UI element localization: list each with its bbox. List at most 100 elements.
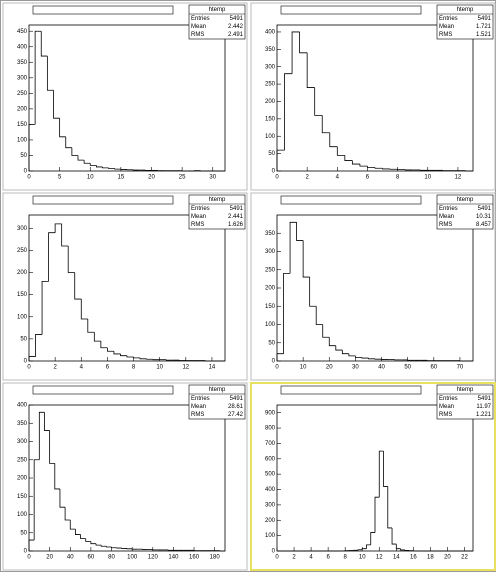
y-tick-label: 200 bbox=[17, 476, 28, 482]
histogram-bin bbox=[284, 73, 293, 151]
histogram-bin bbox=[322, 324, 330, 338]
y-tick-label: 350 bbox=[17, 60, 28, 66]
pad: 0 50 100 150 200 250 300 350 400 450 0 5 10 15 20 25 30 h… bbox=[2, 2, 248, 191]
histogram-bin bbox=[391, 527, 397, 545]
histogram-bin bbox=[370, 532, 375, 545]
pad: 0 50 100 150 200 250 300 350 0 10 20 30 40 50 60 70 htem… bbox=[250, 192, 496, 381]
y-tick-label: 250 bbox=[17, 457, 28, 463]
pad: 0 50 100 150 200 250 300 0 2 4 6 8 10 12 14 htemp Entrie… bbox=[2, 192, 248, 381]
x-tick-label: 8 bbox=[344, 555, 348, 561]
stats-label: RMS bbox=[191, 222, 204, 228]
x-tick-label: 20 bbox=[326, 365, 333, 371]
stats-box bbox=[188, 384, 246, 420]
y-tick-label: 350 bbox=[17, 421, 28, 427]
histogram-bin bbox=[114, 168, 121, 170]
x-tick-label: 140 bbox=[168, 555, 179, 561]
stats-label: RMS bbox=[191, 32, 204, 38]
histogram-bin bbox=[46, 56, 54, 91]
histogram-bin bbox=[367, 166, 375, 168]
x-tick-label: 20 bbox=[444, 555, 451, 561]
x-tick-label: 0 bbox=[275, 175, 279, 181]
y-tick-label: 200 bbox=[265, 518, 276, 524]
histogram-bin bbox=[64, 507, 71, 521]
y-tick-label: 900 bbox=[265, 410, 276, 416]
y-tick-label: 400 bbox=[17, 403, 28, 409]
histogram-bin bbox=[395, 544, 401, 550]
y-tick-label: 200 bbox=[17, 270, 28, 276]
histogram-bin bbox=[276, 353, 284, 361]
stats-box bbox=[436, 194, 494, 230]
histogram-bin bbox=[108, 167, 115, 169]
y-tick-label: 100 bbox=[17, 138, 28, 144]
title-box bbox=[32, 195, 174, 205]
histogram-bin bbox=[40, 31, 48, 57]
histogram-bin bbox=[107, 347, 114, 352]
y-tick-label: 50 bbox=[20, 153, 27, 159]
stats-name: htemp bbox=[209, 387, 226, 393]
y-tick-label: 50 bbox=[20, 530, 27, 536]
y-tick-label: 150 bbox=[17, 292, 28, 298]
histogram-bin bbox=[296, 222, 304, 241]
x-tick-label: 40 bbox=[378, 365, 385, 371]
histogram-bin bbox=[306, 52, 315, 88]
histogram-bin bbox=[378, 450, 384, 498]
stats-value: 28.61 bbox=[228, 404, 244, 410]
stats-label: Mean bbox=[439, 24, 454, 30]
stats-label: RMS bbox=[439, 412, 452, 418]
histogram-bin bbox=[366, 544, 371, 549]
pad: 0 100 200 300 400 500 600 700 800 900 0 2 4 6 8 10 12 14 1… bbox=[250, 382, 496, 571]
histogram-bin bbox=[69, 519, 76, 530]
stats-value: 5491 bbox=[230, 396, 244, 402]
y-tick-label: 200 bbox=[265, 99, 276, 105]
y-tick-label: 350 bbox=[265, 47, 276, 53]
histogram-bin bbox=[348, 353, 356, 357]
x-tick-label: 12 bbox=[376, 555, 383, 561]
y-tick-label: 100 bbox=[17, 512, 28, 518]
y-tick-label: 0 bbox=[24, 169, 28, 175]
y-tick-label: 300 bbox=[265, 249, 276, 255]
x-tick-label: 50 bbox=[404, 365, 411, 371]
histogram-bin bbox=[67, 245, 75, 273]
stats-value: 5491 bbox=[230, 206, 244, 212]
histogram-bin bbox=[133, 357, 141, 359]
histogram-bin bbox=[74, 272, 82, 300]
y-tick-label: 300 bbox=[265, 64, 276, 70]
y-tick-label: 300 bbox=[265, 502, 276, 508]
histogram-bin bbox=[315, 306, 323, 325]
y-tick-label: 400 bbox=[17, 44, 28, 50]
y-tick-label: 700 bbox=[265, 441, 276, 447]
histogram-bin bbox=[61, 223, 69, 247]
histogram-bin bbox=[374, 167, 383, 169]
histogram-bin bbox=[368, 358, 375, 360]
histogram-bin bbox=[28, 124, 36, 171]
stats-box bbox=[188, 194, 246, 230]
histogram-bin bbox=[336, 146, 345, 156]
histogram-bin bbox=[102, 166, 109, 169]
histogram-bin bbox=[359, 164, 368, 167]
y-tick-label: 300 bbox=[17, 439, 28, 445]
stats-label: RMS bbox=[439, 32, 452, 38]
stats-name: htemp bbox=[457, 387, 474, 393]
histogram-bin bbox=[77, 155, 85, 161]
histogram-bin bbox=[80, 299, 88, 320]
stats-box bbox=[188, 4, 246, 40]
y-tick-label: 400 bbox=[265, 30, 276, 36]
histogram-bin bbox=[400, 548, 405, 551]
x-tick-label: 2 bbox=[292, 555, 296, 561]
histogram-bin bbox=[89, 163, 97, 166]
histogram-bin bbox=[111, 546, 117, 549]
x-tick-label: 0 bbox=[27, 175, 31, 181]
stats-value: 2.442 bbox=[228, 24, 244, 30]
x-tick-label: 14 bbox=[393, 555, 400, 561]
stats-value: 27.42 bbox=[228, 412, 244, 418]
histogram-bin bbox=[302, 240, 310, 278]
histogram-bin bbox=[328, 337, 336, 347]
stats-label: Entries bbox=[191, 396, 210, 402]
histogram-bin bbox=[28, 356, 36, 361]
histogram-bin bbox=[100, 341, 108, 349]
y-tick-label: 100 bbox=[17, 314, 28, 320]
y-tick-label: 0 bbox=[24, 359, 28, 365]
histogram-bin bbox=[126, 355, 134, 358]
stats-label: Mean bbox=[191, 214, 206, 220]
